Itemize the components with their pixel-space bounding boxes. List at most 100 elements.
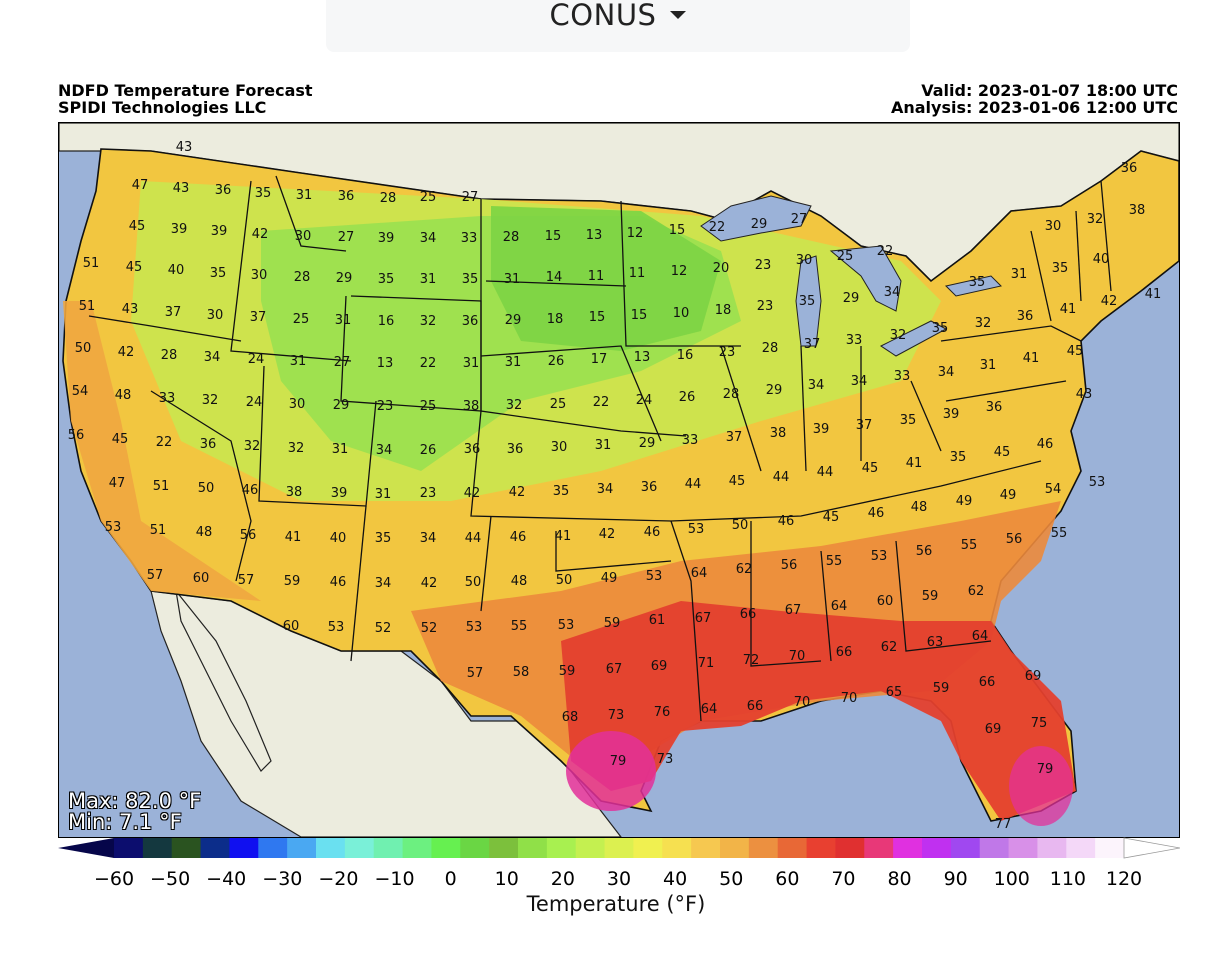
temperature-label: 47	[109, 476, 126, 491]
temperature-label: 39	[171, 222, 188, 237]
colorbar-swatch	[489, 838, 519, 858]
temperature-label: 30	[1045, 219, 1062, 234]
temperature-label: 13	[586, 228, 603, 243]
temperature-label: 32	[890, 328, 907, 343]
temperature-label: 35	[553, 484, 570, 499]
temperature-label: 36	[507, 442, 524, 457]
temperature-label: 29	[843, 291, 860, 306]
temperature-label: 45	[729, 474, 746, 489]
colorbar-swatch	[662, 838, 692, 858]
temperature-label: 59	[922, 589, 939, 604]
lake-huron	[829, 245, 902, 312]
temperature-label: 37	[165, 305, 182, 320]
map-header-left: NDFD Temperature Forecast SPIDI Technolo…	[58, 82, 313, 116]
temperature-label: 30	[251, 268, 268, 283]
temperature-label: 54	[72, 384, 89, 399]
temperature-label: 53	[558, 618, 575, 633]
temperature-label: 70	[794, 695, 811, 710]
temperature-label: 41	[906, 456, 923, 471]
temperature-label: 30	[207, 308, 224, 323]
temperature-label: 28	[503, 230, 520, 245]
temperature-label: 62	[881, 640, 898, 655]
temperature-label: 31	[980, 358, 997, 373]
temperature-label: 50	[556, 573, 573, 588]
temperature-label: 17	[591, 352, 608, 367]
temperature-label: 33	[461, 231, 478, 246]
temperature-label: 64	[831, 599, 848, 614]
temperature-label: 29	[336, 271, 353, 286]
temperature-label: 39	[943, 407, 960, 422]
temperature-label: 57	[147, 568, 164, 583]
colorbar-swatch	[748, 838, 779, 858]
temperature-label: 24	[246, 395, 263, 410]
temperature-label: 62	[736, 562, 753, 577]
temperature-label: 35	[210, 266, 227, 281]
colorbar-tick-label: 0	[444, 868, 457, 890]
temperature-label: 32	[975, 316, 992, 331]
colorbar-tick-label: −40	[206, 868, 247, 890]
temperature-label: 34	[420, 231, 437, 246]
temperature-label: 72	[743, 653, 760, 668]
temperature-label: 43	[176, 140, 193, 155]
temperature-label: 30	[551, 440, 568, 455]
temperature-label: 46	[778, 514, 795, 529]
temperature-label: 29	[639, 436, 656, 451]
temperature-label: 49	[601, 571, 618, 586]
temperature-label: 33	[159, 391, 176, 406]
temperature-label: 35	[950, 450, 967, 465]
temperature-label: 39	[813, 422, 830, 437]
temperature-label: 27	[334, 355, 351, 370]
temperature-label: 37	[250, 310, 267, 325]
temperature-label: 22	[709, 220, 726, 235]
temperature-label: 66	[747, 699, 764, 714]
region-selector[interactable]: CONUS	[326, 0, 910, 52]
temperature-label: 53	[328, 620, 345, 635]
temperature-label: 20	[713, 261, 730, 276]
colorbar-tick-label: 20	[550, 868, 575, 890]
lake-superior	[700, 195, 812, 242]
temperature-label: 12	[627, 226, 644, 241]
colorbar-swatch	[777, 838, 808, 858]
temperature-label: 60	[193, 571, 210, 586]
colorbar-tick-label: 80	[887, 868, 912, 890]
temperature-label: 75	[1031, 716, 1048, 731]
temperature-label: 31	[505, 355, 522, 370]
colorbar-swatch	[893, 838, 923, 858]
temperature-label: 32	[420, 314, 437, 329]
baja-land	[175, 588, 272, 772]
temperature-label: 22	[877, 244, 894, 259]
colorbar-swatch	[864, 838, 894, 858]
temperature-label: 56	[1006, 532, 1023, 547]
state-boundaries	[88, 175, 1112, 722]
colorbar-tick-label: 10	[494, 868, 519, 890]
temperature-label: 46	[242, 483, 259, 498]
temperature-label: 68	[562, 710, 579, 725]
temperature-label: 43	[173, 181, 190, 196]
colorbar-swatch	[431, 838, 461, 858]
temperature-label: 69	[651, 659, 668, 674]
colorbar-over-arrow	[1123, 837, 1180, 859]
temperature-label: 28	[762, 341, 779, 356]
colorbar-swatch	[142, 838, 173, 858]
colorbar-tick-label: 40	[663, 868, 688, 890]
temperature-label: 32	[506, 398, 523, 413]
colorbar-swatch	[806, 838, 836, 858]
temperature-label: 55	[826, 554, 843, 569]
temperature-label: 49	[1000, 488, 1017, 503]
temperature-label: 69	[1025, 669, 1042, 684]
temperature-label: 31	[463, 356, 480, 371]
temperature-label: 38	[770, 426, 787, 441]
temperature-label: 31	[1011, 267, 1028, 282]
temperature-label: 41	[1060, 302, 1077, 317]
temperature-label: 46	[510, 530, 527, 545]
temperature-label: 57	[238, 573, 255, 588]
temperature-label: 34	[597, 482, 614, 497]
temperature-label: 26	[420, 443, 437, 458]
hot-gulf	[561, 601, 1076, 821]
temperature-label: 35	[378, 272, 395, 287]
temperature-label: 64	[691, 566, 708, 581]
temperature-label: 32	[244, 439, 261, 454]
temperature-label: 30	[289, 397, 306, 412]
map-header-right: Valid: 2023-01-07 18:00 UTC Analysis: 20…	[891, 82, 1178, 116]
temperature-label: 31	[290, 354, 307, 369]
